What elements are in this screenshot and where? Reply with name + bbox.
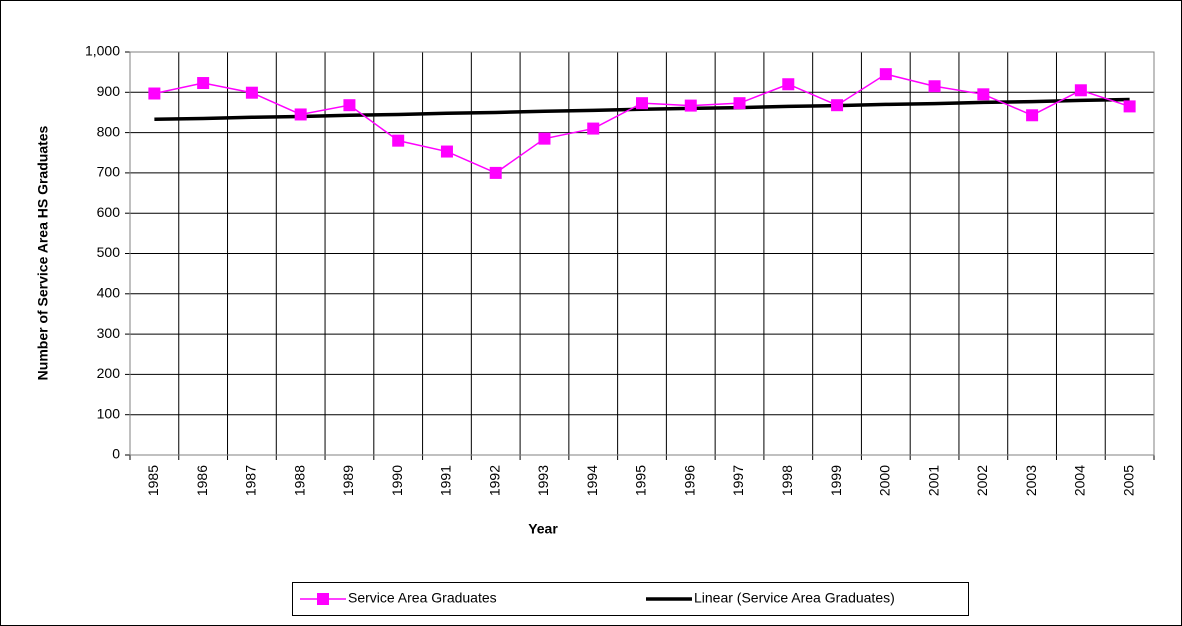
y-tick-label: 900 — [97, 83, 121, 99]
marker — [587, 122, 600, 135]
trend-line — [154, 97, 1130, 122]
x-tick-label: 1995 — [633, 465, 649, 496]
x-tick-label: 1997 — [730, 465, 746, 496]
marker — [392, 134, 405, 147]
x-tick-label: 1991 — [438, 465, 454, 496]
y-tick-label: 800 — [97, 123, 121, 139]
marker — [928, 80, 941, 93]
marker — [538, 132, 551, 145]
marker — [733, 97, 746, 110]
marker — [1074, 84, 1087, 97]
marker — [1026, 109, 1039, 122]
x-tick-label: 1994 — [584, 465, 600, 496]
x-tick-label: 2001 — [925, 465, 941, 496]
marker — [977, 88, 990, 101]
marker — [343, 99, 356, 112]
marker — [1123, 100, 1136, 113]
marker — [879, 68, 892, 81]
x-tick-label: 2003 — [1023, 465, 1039, 496]
x-tick-label: 1989 — [340, 465, 356, 496]
x-tick-label: 1988 — [291, 465, 307, 496]
y-tick-label: 100 — [97, 405, 121, 421]
x-tick-label: 1992 — [486, 465, 502, 496]
marker — [245, 86, 258, 99]
y-tick-label: 1,000 — [85, 43, 120, 59]
legend-box — [292, 582, 969, 616]
x-tick-label: 1987 — [243, 465, 259, 496]
x-tick-label: 2000 — [877, 465, 893, 496]
legend-label: Service Area Graduates — [348, 590, 497, 606]
x-tick-label: 1999 — [828, 465, 844, 496]
marker — [782, 78, 795, 91]
y-tick-label: 400 — [97, 285, 121, 301]
x-axis-label: Year — [528, 521, 558, 537]
marker — [148, 87, 161, 100]
marker — [636, 97, 648, 110]
x-tick-label: 1993 — [535, 465, 551, 496]
y-tick-label: 300 — [97, 325, 121, 341]
x-tick-label: 2005 — [1120, 465, 1136, 496]
x-tick-label: 2004 — [1072, 465, 1088, 496]
x-tick-label: 1996 — [681, 465, 697, 496]
x-tick-label: 2002 — [974, 465, 990, 496]
marker — [489, 166, 502, 179]
legend-marker — [317, 593, 329, 605]
plot-frame — [129, 51, 1155, 456]
marker — [440, 145, 453, 158]
x-tick-label: 1998 — [779, 465, 795, 496]
x-tick-label: 1990 — [389, 465, 405, 496]
y-tick-label: 500 — [97, 244, 121, 260]
y-tick-label: 700 — [97, 164, 121, 180]
y-tick-label: 200 — [97, 365, 121, 381]
marker — [294, 108, 307, 121]
marker — [684, 99, 697, 112]
x-tick-label: 1986 — [194, 465, 210, 496]
y-tick-label: 0 — [112, 446, 120, 462]
y-axis-label: Number of Service Area HS Graduates — [35, 125, 51, 380]
x-tick-label: 1985 — [145, 465, 161, 496]
marker — [831, 99, 844, 112]
legend-label: Linear (Service Area Graduates) — [694, 590, 895, 606]
marker — [197, 77, 210, 90]
y-tick-label: 600 — [97, 204, 121, 220]
